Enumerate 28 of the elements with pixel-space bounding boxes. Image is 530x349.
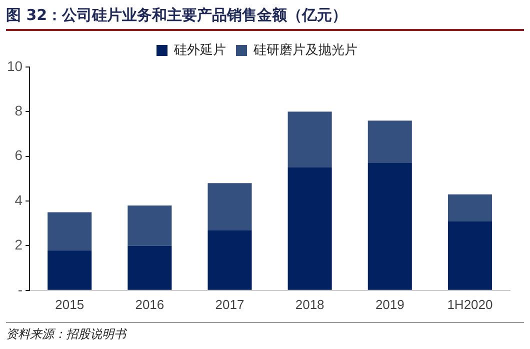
bar — [448, 194, 492, 222]
legend-label: 硅外延片 — [173, 42, 226, 58]
x-tick-label: 2017 — [215, 296, 244, 312]
x-tick-label: 2018 — [295, 296, 324, 312]
y-tick-label: 2 — [14, 236, 23, 253]
bar — [208, 230, 252, 290]
bar — [288, 168, 332, 290]
y-tick-label: 4 — [14, 192, 23, 208]
bar — [288, 112, 332, 168]
chart-title: 图 32：公司硅片业务和主要产品销售金额（亿元） — [6, 6, 524, 31]
y-tick-label: 8 — [14, 102, 23, 119]
bar — [128, 206, 172, 246]
bar — [48, 212, 92, 250]
text: 资料来源：招股说明书 — [6, 322, 524, 343]
y-tick-label: 10 — [6, 58, 23, 74]
x-tick-label: 2019 — [375, 296, 404, 312]
y-tick-label: - — [18, 281, 23, 298]
x-tick-label: 2016 — [135, 296, 164, 312]
bar — [368, 120, 412, 164]
bar — [128, 246, 172, 290]
legend-label: 硅研磨片及抛光片 — [252, 42, 358, 58]
bar — [208, 183, 252, 230]
y-tick-label: 6 — [14, 147, 23, 164]
bar — [448, 221, 492, 290]
x-tick-label: 1H2020 — [447, 296, 493, 312]
x-tick-label: 2015 — [55, 296, 84, 312]
bar — [48, 250, 92, 290]
bar — [368, 163, 412, 290]
